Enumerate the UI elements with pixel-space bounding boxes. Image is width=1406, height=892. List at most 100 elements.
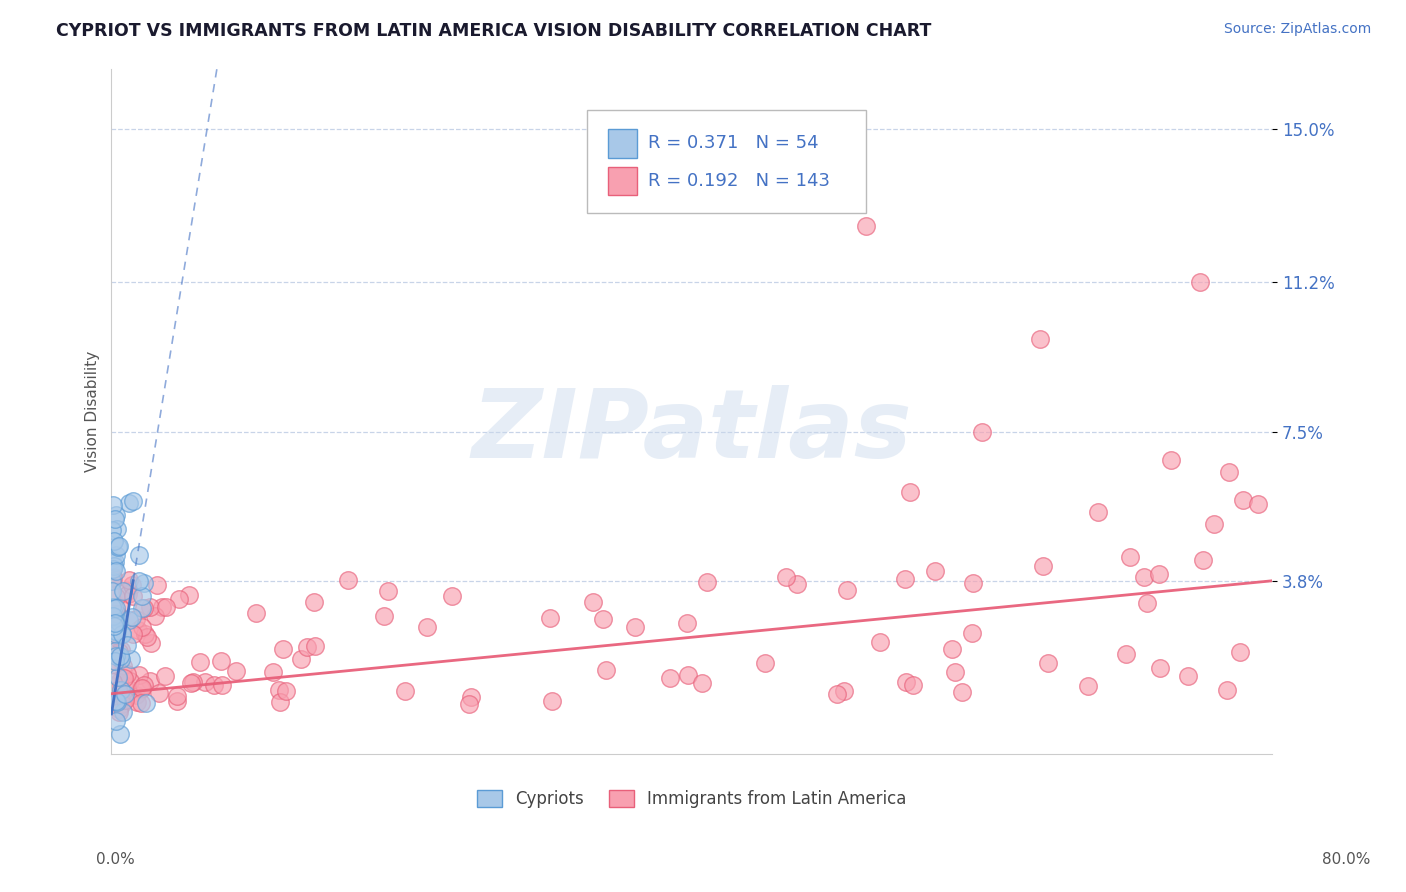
Point: [124, 612, 146, 626]
Point: [194, 674, 217, 689]
Point: [101, 524, 124, 538]
Point: [150, 599, 173, 614]
Point: [155, 599, 177, 614]
Point: [970, 425, 993, 439]
Point: [114, 687, 136, 701]
Point: [134, 627, 156, 641]
Point: [108, 727, 131, 741]
Point: [135, 696, 157, 710]
Point: [111, 584, 134, 599]
Point: [148, 686, 170, 700]
Point: [179, 588, 201, 602]
Point: [125, 688, 148, 702]
Point: [441, 589, 464, 603]
Point: [304, 594, 326, 608]
Text: 80.0%: 80.0%: [1323, 852, 1371, 867]
Point: [1118, 550, 1140, 565]
Point: [108, 601, 131, 615]
Point: [1087, 505, 1109, 519]
Point: [107, 675, 129, 690]
Point: [835, 582, 858, 597]
Point: [108, 645, 131, 659]
Point: [104, 714, 127, 729]
Point: [225, 664, 247, 678]
Point: [118, 573, 141, 587]
Point: [950, 684, 973, 698]
Point: [121, 610, 143, 624]
Point: [105, 624, 128, 639]
Point: [202, 678, 225, 692]
Point: [290, 651, 312, 665]
Point: [131, 590, 153, 604]
Point: [108, 615, 131, 629]
Point: [169, 591, 191, 606]
Point: [245, 607, 267, 621]
Point: [869, 635, 891, 649]
Point: [962, 626, 984, 640]
Point: [903, 678, 925, 692]
Point: [129, 681, 152, 696]
Point: [101, 609, 124, 624]
Point: [139, 673, 162, 688]
Point: [104, 508, 127, 522]
Point: [211, 678, 233, 692]
Point: [754, 656, 776, 670]
Point: [675, 616, 697, 631]
Point: [115, 638, 138, 652]
Point: [181, 675, 204, 690]
Point: [110, 683, 132, 698]
Point: [1036, 656, 1059, 670]
Point: [103, 499, 125, 513]
Point: [129, 696, 152, 710]
Point: [101, 562, 124, 576]
FancyBboxPatch shape: [609, 128, 637, 158]
Point: [104, 590, 127, 604]
Point: [894, 675, 917, 690]
Point: [101, 570, 124, 584]
Point: [943, 665, 966, 680]
Point: [924, 564, 946, 578]
Legend: Cypriots, Immigrants from Latin America: Cypriots, Immigrants from Latin America: [470, 783, 914, 814]
Point: [658, 671, 681, 685]
Point: [209, 654, 232, 668]
Point: [121, 578, 143, 592]
Point: [1204, 517, 1226, 532]
Point: [132, 678, 155, 692]
Point: [103, 558, 125, 573]
Point: [582, 595, 605, 609]
Point: [139, 599, 162, 614]
Text: Source: ZipAtlas.com: Source: ZipAtlas.com: [1223, 22, 1371, 37]
Text: ZIPatlas: ZIPatlas: [471, 385, 912, 478]
Point: [457, 697, 479, 711]
Point: [166, 694, 188, 708]
Point: [111, 627, 134, 641]
Point: [107, 682, 129, 697]
Point: [101, 572, 124, 586]
Point: [267, 683, 290, 698]
Point: [101, 689, 124, 703]
Point: [105, 522, 128, 536]
Point: [107, 705, 129, 719]
Point: [1032, 559, 1054, 574]
Point: [143, 608, 166, 623]
Point: [540, 694, 562, 708]
Point: [834, 684, 856, 698]
Point: [104, 555, 127, 569]
Point: [676, 667, 699, 681]
Y-axis label: Vision Disability: Vision Disability: [86, 351, 100, 472]
Point: [131, 620, 153, 634]
Point: [101, 553, 124, 567]
Point: [104, 644, 127, 658]
Point: [1115, 647, 1137, 661]
Point: [103, 534, 125, 549]
Point: [111, 698, 134, 712]
Point: [624, 620, 647, 634]
Point: [1160, 452, 1182, 467]
Point: [188, 656, 211, 670]
Point: [132, 601, 155, 615]
Point: [1029, 332, 1052, 346]
Point: [118, 496, 141, 510]
Point: [1147, 566, 1170, 581]
Point: [105, 624, 128, 638]
Point: [107, 670, 129, 684]
